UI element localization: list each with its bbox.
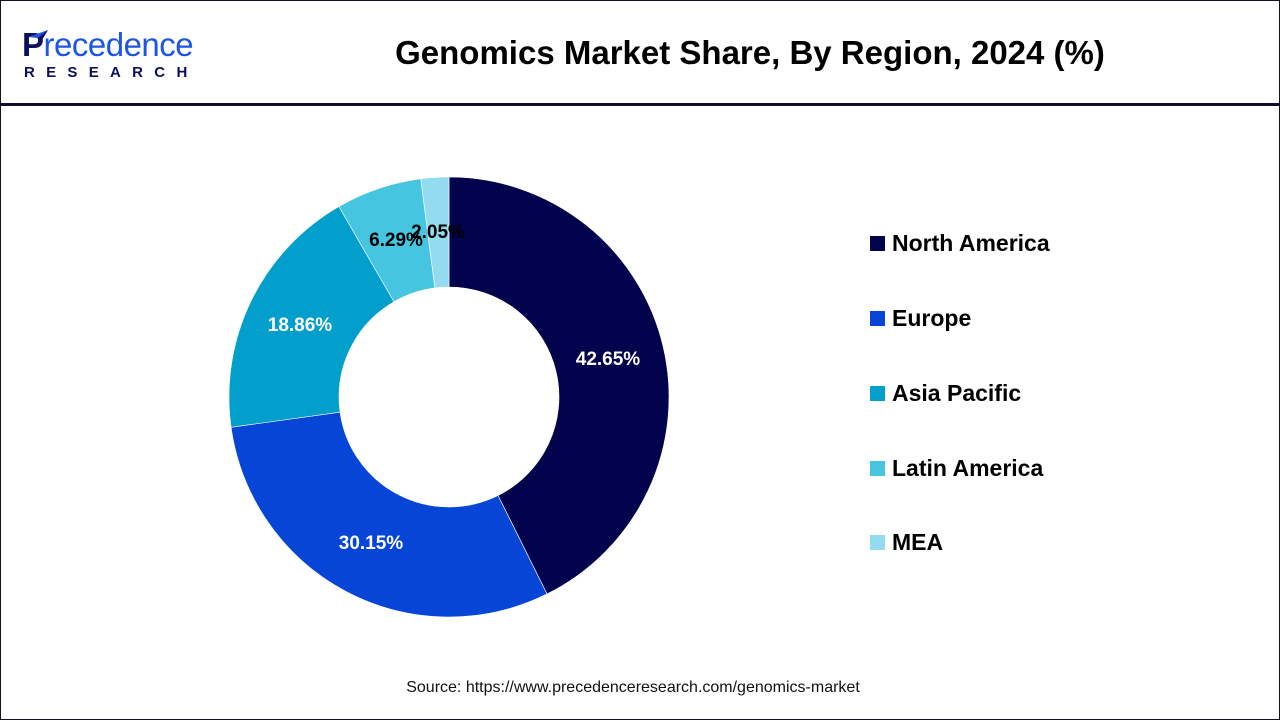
legend-label: MEA <box>892 529 944 555</box>
donut-slice-mea <box>420 176 450 289</box>
legend-label: Latin America <box>892 455 1044 481</box>
legend-swatch <box>870 311 885 326</box>
precedence-research-logo: Precedence RESEARCH <box>22 28 222 84</box>
logo-wordmark-rest: recedence <box>43 26 194 63</box>
donut-slice-europe <box>230 411 548 618</box>
legend-item-mea: MEA <box>870 529 943 556</box>
legend-item-north-america: North America <box>870 230 1050 257</box>
legend-swatch <box>870 386 885 401</box>
legend-swatch <box>870 236 885 251</box>
slice-label-north-america: 42.65% <box>576 349 641 370</box>
legend-item-latin-america: Latin America <box>870 455 1043 482</box>
donut-slice-asia-pacific <box>228 206 395 428</box>
legend-item-asia-pacific: Asia Pacific <box>870 380 1021 407</box>
donut-slice-north-america <box>448 176 670 595</box>
legend-swatch <box>870 535 885 550</box>
legend-item-europe: Europe <box>870 305 971 332</box>
legend-label: Europe <box>892 305 972 331</box>
slice-label-europe: 30.15% <box>339 533 404 554</box>
legend-label: Asia Pacific <box>892 380 1022 406</box>
source-citation: Source: https://www.precedenceresearch.c… <box>406 679 860 696</box>
slice-label-asia-pacific: 18.86% <box>268 315 333 336</box>
slice-label-mea: 2.05% <box>411 222 465 243</box>
logo-wordmark: Precedence <box>22 26 194 63</box>
slice-label-latin-america: 6.29% <box>369 230 423 251</box>
paper-plane-icon <box>28 30 48 43</box>
header: Precedence RESEARCH Genomics Market Shar… <box>0 0 1280 106</box>
chart-title: Genomics Market Share, By Region, 2024 (… <box>395 34 1105 71</box>
legend-label: North America <box>892 230 1050 256</box>
legend-swatch <box>870 461 885 476</box>
logo-subtitle: RESEARCH <box>24 64 199 81</box>
